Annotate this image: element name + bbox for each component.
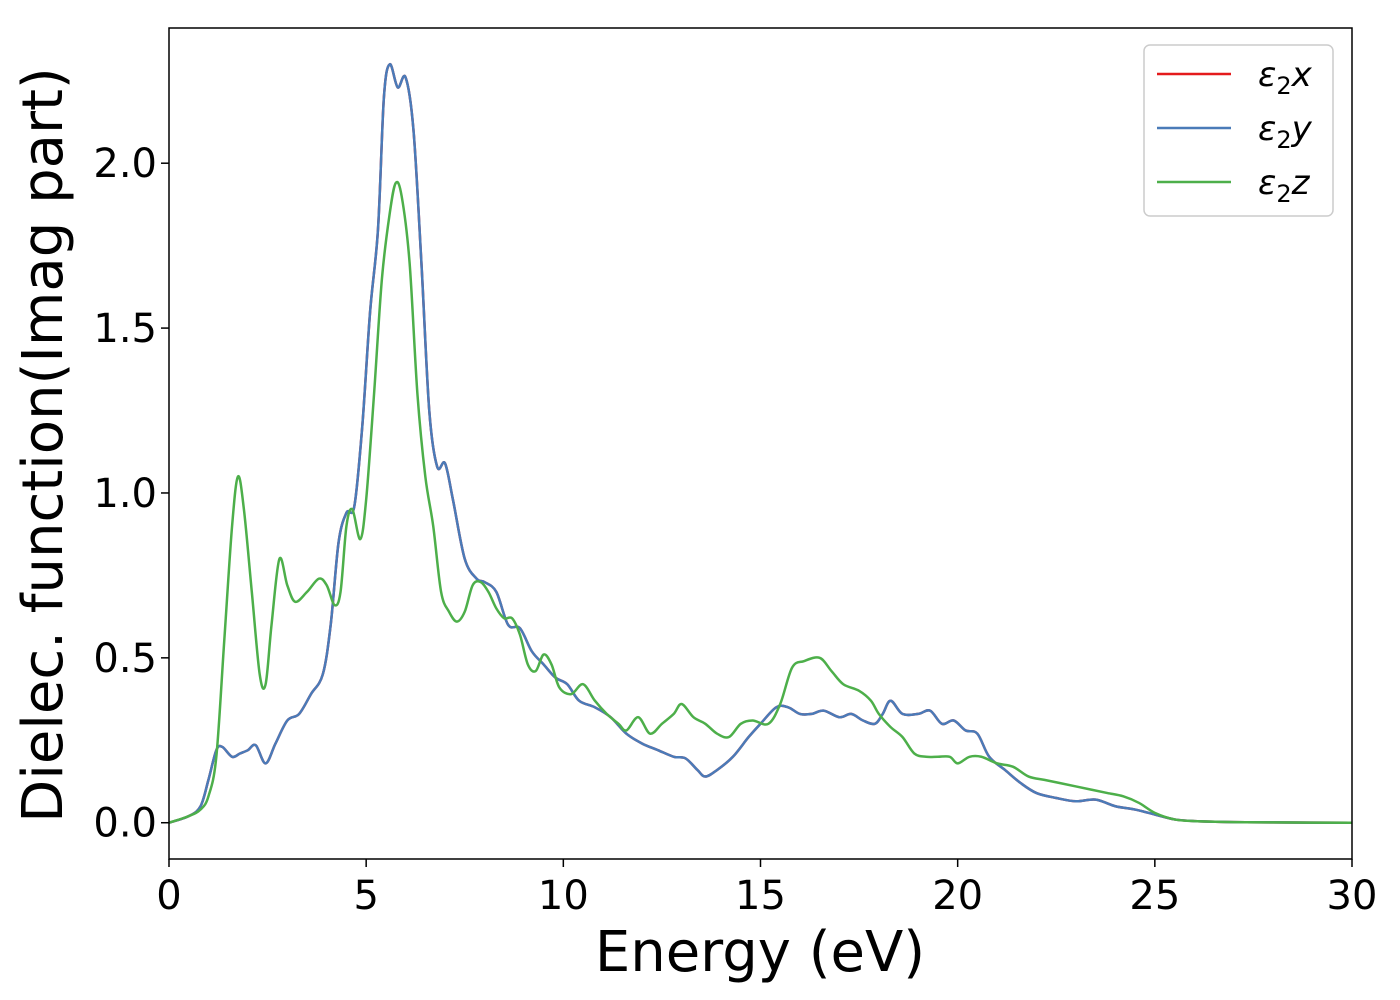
- x-axis-title: Energy (eV): [595, 920, 925, 985]
- legend: ε2x ε2y ε2z: [1143, 44, 1334, 217]
- y-tick-label: 1.5: [93, 306, 157, 352]
- series-layer: [169, 63, 1352, 824]
- x-tick-label: 25: [1129, 873, 1180, 919]
- y-axis: 0.0 0.5 1.0 1.5 2.0: [93, 141, 169, 847]
- x-tick-label: 10: [538, 873, 589, 919]
- x-tick-label: 15: [735, 873, 786, 919]
- series-line-z: [169, 180, 1352, 824]
- y-tick-label: 0.0: [93, 801, 157, 847]
- y-axis-title: Dielec. function(Imag part): [11, 67, 76, 823]
- x-axis: 0 5 10 15 20 25 30: [156, 859, 1377, 919]
- legend-box: [1143, 44, 1334, 217]
- legend-label-x: ε2x: [1258, 55, 1313, 100]
- y-tick-label: 1.0: [93, 471, 157, 517]
- y-tick-label: 0.5: [93, 636, 157, 682]
- x-tick-label: 5: [353, 873, 378, 919]
- y-tick-label: 2.0: [93, 141, 157, 187]
- x-tick-label: 0: [156, 873, 181, 919]
- legend-label-z: ε2z: [1258, 163, 1311, 208]
- x-tick-label: 20: [932, 873, 983, 919]
- legend-label-y: ε2y: [1258, 109, 1313, 154]
- series-line-y: [169, 63, 1352, 824]
- x-tick-label: 30: [1327, 873, 1378, 919]
